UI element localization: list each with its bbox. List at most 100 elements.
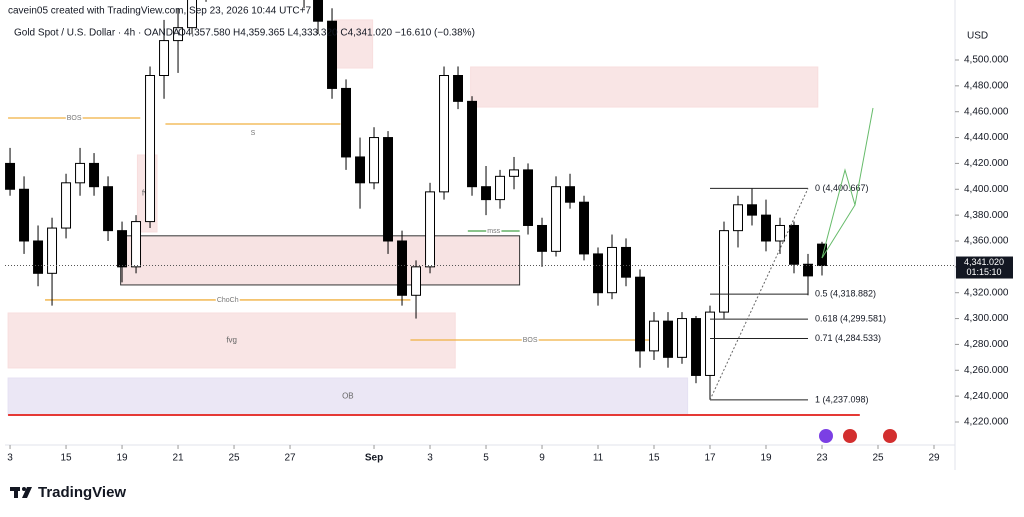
zone-label: fvg (226, 336, 237, 345)
candle-body (327, 20, 338, 89)
x-tick-label: 9 (539, 453, 545, 464)
currency: USD (967, 31, 988, 42)
x-tick-label: 15 (648, 453, 660, 464)
axes: 4,220.000 4,240.000 4,260.000 4,280.000 4,30… (7, 55, 1013, 464)
x-tick-label: 29 (928, 453, 940, 464)
y-tick-label: 4,360.000 (964, 236, 1009, 247)
candle-body (509, 169, 519, 177)
candle-body (61, 182, 72, 229)
y-tick-label: 4,240.000 (964, 391, 1009, 402)
candle-body (5, 162, 16, 190)
x-tick-label: 19 (116, 453, 128, 464)
x-tick-label: 15 (60, 453, 72, 464)
zone-label: OB (342, 392, 354, 401)
x-tick-label: 25 (228, 453, 240, 464)
x-tick-label: Sep (365, 453, 383, 464)
fib-label: 0 (4,400.667) (815, 183, 869, 193)
event-icon[interactable] (843, 429, 857, 443)
candle-body (495, 175, 505, 201)
event-icon[interactable] (819, 429, 833, 443)
candle-body (117, 230, 128, 268)
level-label: ChoCh (217, 297, 239, 304)
zone (120, 235, 521, 286)
candle-body (565, 186, 575, 203)
fib-label: 0.71 (4,284.533) (815, 333, 881, 343)
y-tick-label: 4,380.000 (964, 210, 1009, 221)
fib-trend (709, 188, 809, 401)
candle-body (481, 186, 491, 201)
candle-body (453, 75, 464, 102)
ohlc-text: O4,357.580 H4,359.365 L4,333.320 C4,341.… (178, 28, 475, 39)
x-tick-label: 5 (483, 453, 489, 464)
y-tick-label: 4,260.000 (964, 365, 1009, 376)
x-tick-label: 23 (816, 453, 828, 464)
candle-body (607, 246, 617, 294)
y-tick-label: 4,460.000 (964, 106, 1009, 117)
fib-label: 1 (4,237.098) (815, 394, 869, 404)
candle-body (649, 320, 659, 352)
candle-body (425, 191, 436, 268)
x-tick-label: 17 (704, 453, 716, 464)
x-tick-label: 3 (427, 453, 433, 464)
candle-body (621, 246, 631, 278)
candle-body (537, 224, 547, 252)
candle-body (691, 318, 701, 376)
candle-body (747, 204, 757, 216)
zone (470, 66, 819, 108)
projection (821, 168, 856, 259)
candle-body (593, 253, 603, 294)
zone (334, 19, 374, 69)
candle-body (369, 137, 380, 184)
price-countdown: 01:15:10 (966, 267, 1001, 277)
candle-body (579, 201, 589, 255)
candle-body (145, 75, 156, 223)
zone (7, 377, 689, 416)
candle-body (131, 221, 142, 268)
candle-body (439, 75, 450, 193)
x-tick-label: 25 (872, 453, 884, 464)
candle-body (355, 156, 366, 184)
y-tick-label: 4,300.000 (964, 313, 1009, 324)
candle-body (803, 263, 813, 277)
level-label: mss (487, 228, 500, 235)
candle-body (313, 0, 324, 22)
fib-label: 0.5 (4,318.882) (815, 289, 876, 299)
y-tick-label: 4,480.000 (964, 80, 1009, 91)
candle-body (523, 169, 533, 226)
brand: TradingView (38, 484, 126, 501)
candle-body (187, 0, 198, 29)
level-label: BOS (523, 337, 538, 344)
candle-body (159, 40, 170, 77)
event-icon[interactable] (883, 429, 897, 443)
candle-body (383, 137, 394, 242)
candle-body (761, 214, 771, 242)
candle-body (677, 318, 687, 358)
candle-body (789, 224, 799, 265)
x-tick-label: 21 (172, 453, 184, 464)
candle-body (635, 276, 645, 352)
candle-body (817, 243, 827, 267)
candle-body (19, 188, 30, 242)
y-tick-label: 4,280.000 (964, 339, 1009, 350)
x-tick-label: 27 (284, 453, 296, 464)
candle-body (47, 227, 58, 274)
credit: cavein05 created with TradingView.com, S… (8, 6, 311, 17)
candle-body (705, 311, 715, 376)
y-tick-label: 4,320.000 (964, 287, 1009, 298)
y-tick-label: 4,400.000 (964, 184, 1009, 195)
candle-body (341, 87, 352, 158)
y-tick-label: 4,420.000 (964, 158, 1009, 169)
y-tick-label: 4,440.000 (964, 132, 1009, 143)
candle-body (75, 162, 86, 184)
x-tick-label: 11 (593, 453, 604, 464)
candle-body (89, 162, 100, 188)
candle-body (719, 230, 729, 313)
candle-body (397, 240, 408, 296)
price-tag-label: 4,341.020 (964, 257, 1004, 267)
candle-body (551, 186, 561, 252)
y-tick-label: 4,220.000 (964, 417, 1009, 428)
fib-label: 0.618 (4,299.581) (815, 313, 886, 323)
candle-body (775, 224, 785, 242)
